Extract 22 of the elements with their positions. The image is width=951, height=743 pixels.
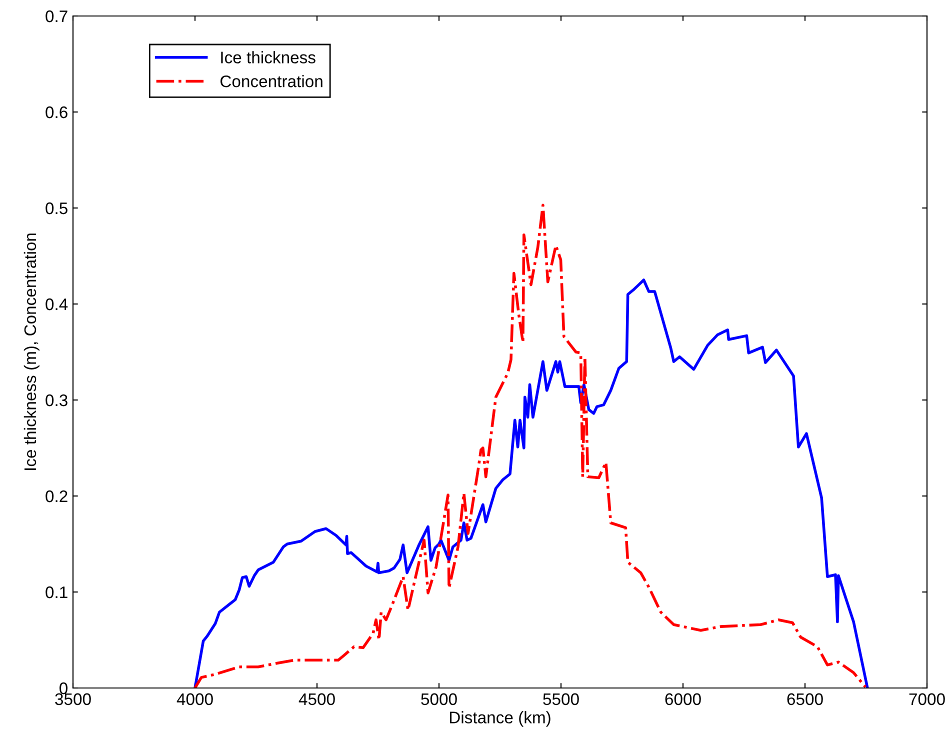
y-tick-label: 0.3: [46, 394, 68, 406]
x-tick-label: 5500: [543, 693, 579, 706]
line-series: [194, 204, 867, 688]
y-tick-label: 0.2: [46, 490, 68, 502]
y-tick-label: 0.1: [46, 586, 68, 598]
x-tick-label: 4000: [176, 693, 213, 706]
x-tick-label: 6000: [665, 693, 701, 706]
y-tick-label: 0.7: [46, 10, 68, 22]
x-tick-label: 4500: [298, 693, 335, 706]
x-tick-label: 5000: [421, 693, 457, 706]
legend-label: Ice thickness: [221, 51, 316, 64]
line-series: [194, 278, 869, 688]
y-axis-title: Ice thickness (m), Concentration: [24, 234, 40, 470]
x-axis-title: Distance (km): [450, 711, 550, 727]
x-tick-label: 6500: [787, 693, 823, 706]
x-tick-label: 3500: [55, 693, 91, 706]
x-tick-label: 7000: [909, 693, 945, 706]
legend-label: Concentration: [220, 75, 322, 88]
y-tick-label: 0.5: [46, 202, 68, 214]
y-tick-label: 0: [60, 682, 68, 694]
y-tick-label: 0.6: [46, 106, 68, 118]
y-tick-label: 0.4: [46, 298, 68, 310]
